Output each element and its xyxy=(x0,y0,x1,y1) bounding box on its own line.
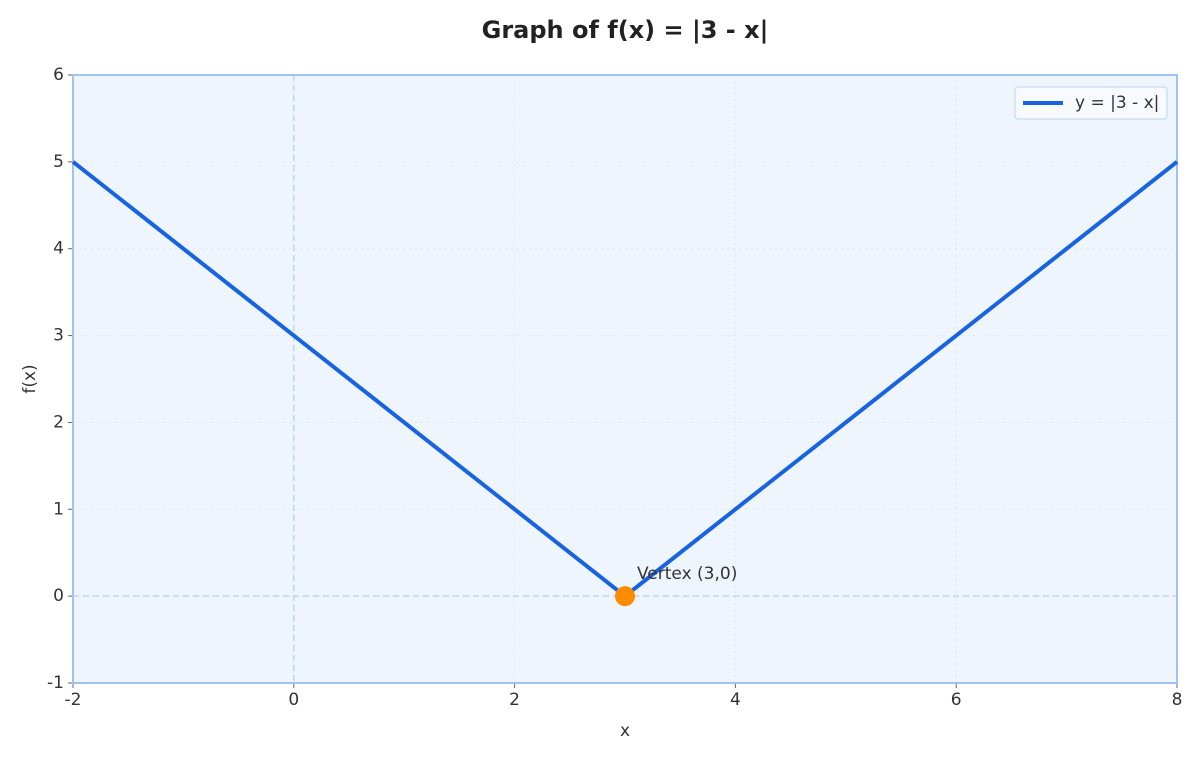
x-tick-label: 0 xyxy=(288,690,299,710)
vertex-marker xyxy=(615,586,635,607)
x-tick-label: 6 xyxy=(951,690,962,710)
x-tick-label: -2 xyxy=(65,690,82,710)
legend-box xyxy=(1014,86,1168,120)
y-tick-label: 2 xyxy=(53,412,64,432)
x-tick-label: 4 xyxy=(730,690,741,710)
plot-area xyxy=(73,75,1177,683)
y-tick-label: 3 xyxy=(53,326,64,346)
y-tick-label: 4 xyxy=(53,239,64,259)
plot-border xyxy=(72,74,1178,684)
y-tick-label: 6 xyxy=(53,65,64,85)
legend-label: y = |3 - x| xyxy=(1075,93,1159,113)
y-tick-label: 0 xyxy=(53,586,64,606)
x-tick-label: 2 xyxy=(509,690,520,710)
x-tick-label: 8 xyxy=(1172,690,1183,710)
x-axis-label: x xyxy=(620,721,630,741)
y-tick-label: 5 xyxy=(53,152,64,172)
annotation: Vertex (3,0) xyxy=(637,564,737,584)
chart-title: Graph of f(x) = |3 - x| xyxy=(482,16,769,44)
y-tick-label: 1 xyxy=(53,499,64,519)
y-axis-label: f(x) xyxy=(20,364,40,393)
y-tick-label: -1 xyxy=(47,673,64,693)
